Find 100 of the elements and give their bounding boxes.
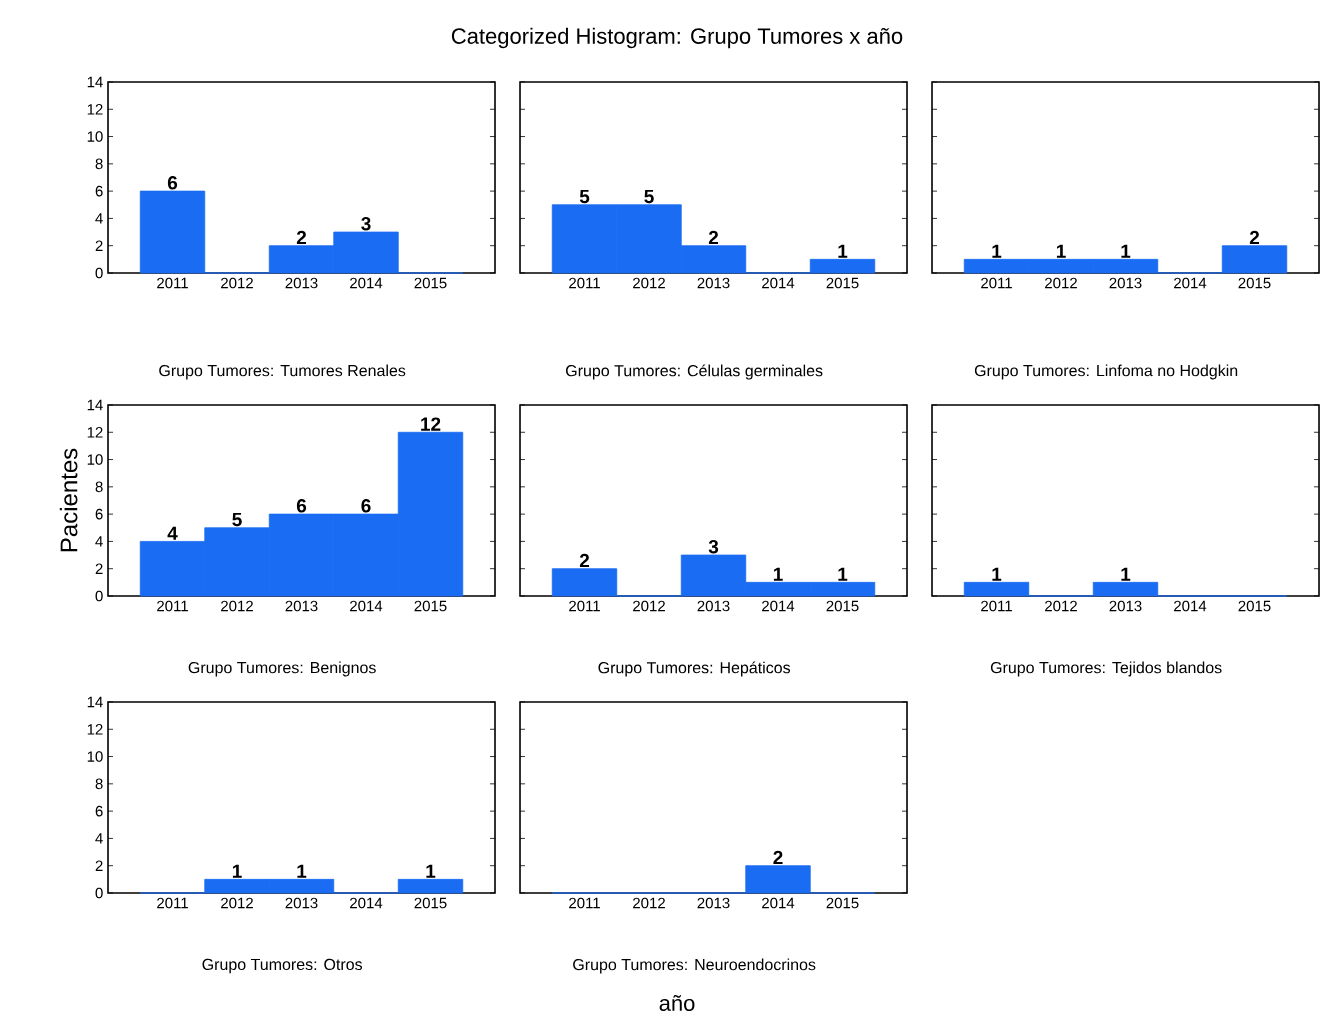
- x-tick-label: 2011: [157, 897, 188, 909]
- text: Grupo Tumores: Benignos: [188, 661, 376, 677]
- data-label: 2: [296, 230, 307, 245]
- y-tick-label: 2: [95, 860, 103, 871]
- y-tick-label: 4: [95, 833, 103, 844]
- data-label: 2: [1249, 230, 1260, 245]
- y-tick-label: 6: [95, 508, 103, 520]
- data-label: 1: [426, 864, 436, 878]
- data-label: 1: [838, 567, 848, 581]
- y-tick-label: 8: [95, 158, 103, 170]
- y-tick-label: 4: [95, 213, 103, 224]
- x-tick-label: 2012: [221, 600, 253, 612]
- data-label: 6: [361, 499, 371, 513]
- x-tick-label: 2013: [285, 600, 318, 612]
- text: Grupo Tumores: Tejidos blandos: [990, 661, 1222, 677]
- x-tick-label: 2015: [414, 600, 447, 612]
- x-tick-label: 2011: [569, 277, 600, 289]
- x-tick-label: 2013: [1109, 277, 1142, 289]
- data-label: 1: [1056, 244, 1066, 258]
- x-tick-label: 2013: [1109, 600, 1142, 612]
- x-tick-label: 2014: [350, 897, 383, 909]
- data-label: 1: [773, 567, 783, 581]
- x-tick-label: 2015: [826, 897, 859, 909]
- data-label: 6: [167, 176, 178, 190]
- y-tick-label: 10: [87, 131, 103, 142]
- x-tick-label: 2013: [697, 600, 730, 612]
- x-tick-label: 2015: [414, 277, 447, 289]
- x-tick-label: 2012: [633, 600, 665, 612]
- y-tick-label: 8: [95, 778, 103, 790]
- data-label: 1: [1121, 567, 1131, 581]
- data-label: 3: [361, 216, 371, 231]
- data-label: 5: [232, 512, 242, 527]
- x-tick-label: 2012: [221, 277, 253, 289]
- y-tick-label: 12: [87, 724, 103, 735]
- data-label: 1: [992, 244, 1002, 258]
- data-label: 5: [644, 189, 654, 204]
- x-tick-label: 2013: [697, 277, 730, 289]
- y-tick-label: 12: [87, 427, 103, 438]
- text: Grupo Tumores: Hepáticos: [598, 661, 791, 677]
- x-axis-title: año: [659, 994, 695, 1011]
- text: Grupo Tumores: Células germinales: [566, 364, 823, 380]
- text: Grupo Tumores: Neuroendocrinos: [573, 958, 816, 974]
- x-tick-label: 2014: [762, 277, 795, 289]
- x-tick-label: 2011: [981, 600, 1012, 612]
- x-tick-label: 2011: [981, 277, 1012, 289]
- x-tick-label: 2015: [1238, 600, 1271, 612]
- x-tick-label: 2013: [285, 897, 318, 909]
- data-label: 6: [296, 499, 307, 513]
- x-tick-label: 2012: [1045, 277, 1077, 289]
- y-tick-label: 0: [95, 590, 103, 602]
- x-tick-label: 2013: [285, 277, 318, 289]
- x-tick-label: 2012: [633, 897, 665, 909]
- chart-title: Categorized Histogram: Grupo Tumores x año: [451, 27, 903, 49]
- y-tick-label: 10: [87, 751, 103, 762]
- data-label: 2: [579, 553, 590, 568]
- data-label: 12: [421, 417, 441, 431]
- x-tick-label: 2011: [157, 600, 188, 612]
- y-tick-label: 14: [87, 76, 103, 88]
- x-tick-label: 2011: [569, 897, 600, 909]
- data-label: 2: [708, 230, 719, 245]
- x-tick-label: 2015: [414, 897, 447, 909]
- x-tick-label: 2015: [1238, 277, 1271, 289]
- x-tick-label: 2015: [826, 600, 859, 612]
- x-tick-label: 2015: [826, 277, 859, 289]
- data-label: 1: [992, 567, 1002, 581]
- data-label: 4: [167, 526, 178, 540]
- y-tick-label: 0: [95, 887, 103, 899]
- x-tick-label: 2012: [1045, 600, 1077, 612]
- data-label: 3: [708, 539, 719, 554]
- data-label: 2: [773, 850, 783, 865]
- y-axis-title: Pacientes: [59, 448, 78, 552]
- y-tick-label: 4: [95, 536, 103, 547]
- data-label: 5: [579, 189, 590, 204]
- y-tick-label: 6: [95, 185, 103, 197]
- x-tick-label: 2011: [157, 277, 188, 289]
- data-label: 1: [297, 864, 307, 878]
- x-tick-label: 2012: [221, 897, 253, 909]
- y-tick-label: 10: [87, 454, 103, 465]
- text: Grupo Tumores: Tumores Renales: [159, 364, 406, 380]
- x-tick-label: 2011: [569, 600, 600, 612]
- y-tick-label: 14: [87, 696, 103, 708]
- x-tick-label: 2014: [350, 277, 383, 289]
- x-tick-label: 2013: [697, 897, 730, 909]
- x-tick-label: 2014: [1174, 600, 1207, 612]
- y-tick-label: 14: [87, 399, 103, 411]
- y-tick-label: 2: [95, 563, 103, 574]
- y-tick-label: 0: [95, 267, 103, 279]
- text: Grupo Tumores: Otros: [202, 958, 363, 974]
- x-tick-label: 2014: [1174, 277, 1207, 289]
- y-tick-label: 8: [95, 481, 103, 493]
- x-tick-label: 2012: [633, 277, 665, 289]
- y-tick-label: 6: [95, 805, 103, 817]
- data-label: 1: [232, 864, 242, 878]
- text: Grupo Tumores: Linfoma no Hodgkin: [974, 364, 1238, 380]
- x-tick-label: 2014: [762, 897, 795, 909]
- y-tick-label: 12: [87, 104, 103, 115]
- x-tick-label: 2014: [350, 600, 383, 612]
- y-tick-label: 2: [95, 240, 103, 251]
- data-label: 1: [838, 244, 848, 258]
- x-tick-label: 2014: [762, 600, 795, 612]
